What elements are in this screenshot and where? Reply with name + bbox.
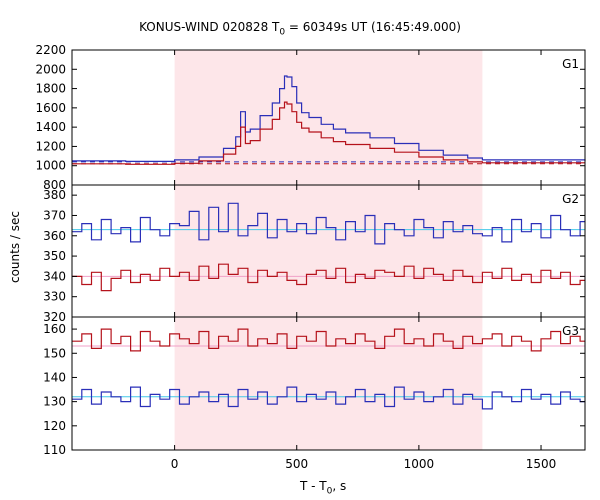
x-tick-label: 1500 — [526, 457, 557, 471]
g3-y-tick-label: 120 — [43, 419, 66, 433]
x-tick-label: 1000 — [404, 457, 435, 471]
g1-y-tick-label: 1400 — [35, 120, 66, 134]
x-axis-label: T - T0, s — [300, 479, 347, 497]
g2-y-tick-label: 360 — [43, 229, 66, 243]
g2-y-tick-label: 330 — [43, 290, 66, 304]
g1-y-tick-label: 2000 — [35, 62, 66, 76]
g1-y-tick-label: 1000 — [35, 159, 66, 173]
g3-panel-label: G3 — [562, 324, 579, 338]
g1-panel-label: G1 — [562, 57, 579, 71]
x-tick-label: 500 — [285, 457, 308, 471]
g2-series-1 — [72, 202, 585, 245]
g3-shaded-interval — [174, 317, 483, 450]
g3-frame — [71, 316, 586, 451]
x-tick-label: 0 — [171, 457, 179, 471]
g3-series-2 — [72, 386, 585, 410]
g3-series-1 — [72, 328, 585, 352]
g1-y-tick-label: 800 — [43, 178, 66, 192]
g2-panel-label: G2 — [562, 192, 579, 206]
g2-y-tick-label: 370 — [43, 208, 66, 222]
g2-y-tick-label: 340 — [43, 269, 66, 283]
g2-y-tick-label: 320 — [43, 310, 66, 324]
g2-shaded-interval — [174, 185, 483, 317]
g1-y-tick-label: 1200 — [35, 139, 66, 153]
g3-y-tick-label: 110 — [43, 443, 66, 457]
g2-y-tick-label: 350 — [43, 249, 66, 263]
g3-y-tick-label: 140 — [43, 370, 66, 384]
g1-y-tick-label: 2200 — [35, 43, 66, 57]
g1-series-2 — [72, 101, 585, 165]
g2-y-tick-label: 380 — [43, 188, 66, 202]
g1-y-tick-label: 1800 — [35, 82, 66, 96]
g3-y-tick-label: 150 — [43, 346, 66, 360]
g3-y-tick-label: 160 — [43, 322, 66, 336]
chart-title: KONUS-WIND 020828 T0 = 60349s UT (16:45:… — [139, 20, 461, 38]
g3-y-tick-label: 130 — [43, 395, 66, 409]
g1-y-tick-label: 1600 — [35, 101, 66, 115]
g2-series-2 — [72, 263, 585, 292]
g1-shaded-interval — [174, 50, 483, 185]
